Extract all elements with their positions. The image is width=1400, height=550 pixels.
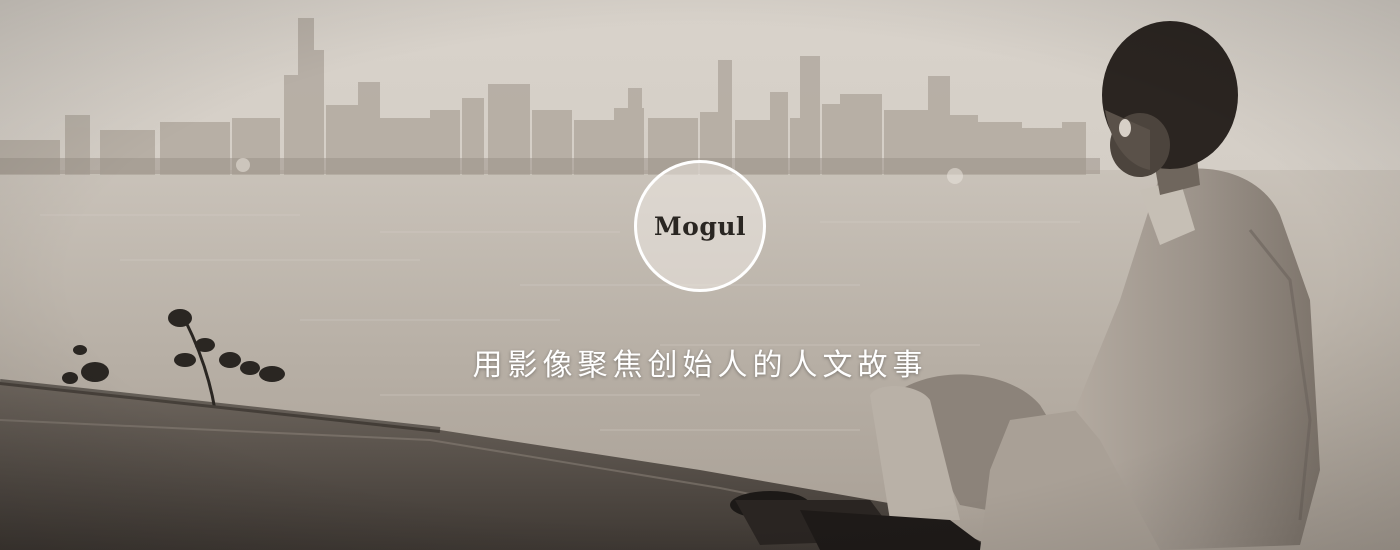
hero-tagline: 用影像聚焦创始人的人文故事 xyxy=(472,348,928,383)
logo-text: Mogul xyxy=(653,211,746,241)
logo-badge[interactable]: Mogul xyxy=(634,160,766,292)
